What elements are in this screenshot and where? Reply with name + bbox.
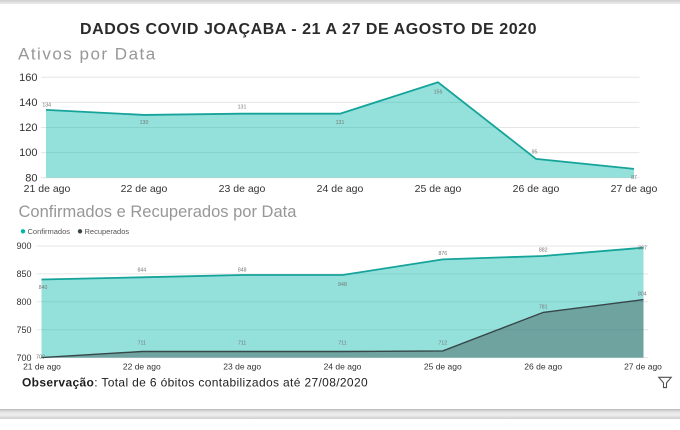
svg-text:Confirmados e Recuperados por: Confirmados e Recuperados por Data	[19, 203, 298, 221]
svg-text:781: 781	[539, 305, 548, 311]
svg-text:130: 130	[140, 120, 149, 126]
svg-text:711: 711	[138, 340, 146, 346]
svg-text:95: 95	[532, 150, 538, 156]
svg-text:131: 131	[336, 120, 345, 126]
svg-text:21 de ago: 21 de ago	[24, 183, 71, 195]
svg-text:26 de ago: 26 de ago	[513, 183, 560, 195]
svg-text:700: 700	[36, 355, 45, 361]
svg-text:100: 100	[19, 147, 37, 159]
svg-text:712: 712	[438, 340, 447, 346]
svg-text:27 de ago: 27 de ago	[624, 362, 662, 372]
svg-text:700: 700	[16, 353, 31, 363]
svg-text:882: 882	[539, 248, 548, 254]
svg-text:804: 804	[638, 292, 647, 298]
svg-text:23 de ago: 23 de ago	[223, 362, 261, 372]
svg-text:876: 876	[438, 251, 447, 257]
svg-text:22 de ago: 22 de ago	[123, 362, 161, 372]
svg-text:844: 844	[137, 268, 146, 274]
svg-text:87: 87	[631, 175, 637, 181]
svg-text:25 de ago: 25 de ago	[424, 362, 462, 372]
svg-text:23 de ago: 23 de ago	[219, 183, 266, 195]
svg-text:80: 80	[25, 172, 37, 184]
svg-text:711: 711	[338, 340, 346, 346]
svg-text:750: 750	[16, 325, 31, 335]
svg-text:160: 160	[19, 72, 37, 84]
svg-text:27 de ago: 27 de ago	[611, 183, 658, 195]
svg-text:131: 131	[238, 105, 247, 111]
svg-text:Confirmados: Confirmados	[28, 227, 71, 236]
svg-text:850: 850	[16, 269, 31, 279]
svg-text:21 de ago: 21 de ago	[23, 362, 61, 372]
svg-text:24 de ago: 24 de ago	[317, 183, 364, 195]
svg-text:848: 848	[338, 282, 347, 288]
svg-text:22 de ago: 22 de ago	[121, 183, 168, 195]
svg-text:897: 897	[638, 245, 647, 251]
svg-text:24 de ago: 24 de ago	[324, 362, 362, 372]
svg-text:840: 840	[39, 285, 48, 291]
svg-text:900: 900	[16, 241, 31, 251]
svg-text:Observação: Total de 6 óbitos: Observação: Total de 6 óbitos contabiliz…	[22, 376, 368, 390]
svg-text:Ativos por Data: Ativos por Data	[18, 45, 157, 64]
svg-text:800: 800	[16, 297, 31, 307]
svg-text:156: 156	[434, 90, 443, 96]
svg-text:711: 711	[238, 340, 246, 346]
svg-text:120: 120	[19, 122, 37, 134]
svg-text:848: 848	[238, 268, 247, 274]
svg-text:26 de ago: 26 de ago	[524, 362, 562, 372]
svg-text:Recuperados: Recuperados	[85, 227, 130, 236]
svg-text:25 de ago: 25 de ago	[415, 183, 462, 195]
svg-text:134: 134	[42, 102, 51, 108]
svg-text:140: 140	[19, 97, 37, 109]
